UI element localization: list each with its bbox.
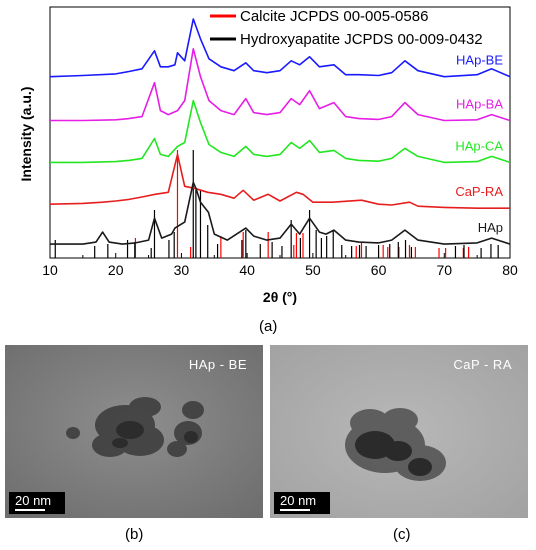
panel-caption-c: (c) [393,526,411,543]
xrd-series [49,18,511,245]
series-label-hap-be: HAp-BE [456,53,503,68]
panel-caption-c-letter: c [398,526,406,543]
x-axis-ticks [49,253,511,258]
x-tick-label: 30 [174,262,190,278]
tem-label-hap-be: HAp - BE [188,357,247,372]
x-tick-label: 80 [502,262,518,278]
series-line-hap-ba [50,47,511,122]
legend-label-calcite: Calcite JCPDS 00-005-0586 [240,8,428,25]
scale-bar-c [274,492,330,514]
x-tick-label: 10 [42,262,58,278]
scale-bar-line-c [280,509,310,511]
x-tick-label: 40 [239,262,255,278]
tem-label-cap-ra: CaP - RA [453,357,512,372]
legend-label-hydroxyapatite: Hydroxyapatite JCPDS 00-009-0432 [240,31,483,48]
x-tick-label: 20 [108,262,124,278]
scale-bar-b [9,492,65,514]
series-line-hap [50,181,511,245]
series-line-hap-ca [50,99,511,164]
panel-caption-a-letter: a [264,318,273,335]
panel-caption-a: (a) [259,318,278,335]
x-tick-label: 50 [305,262,321,278]
scale-bar-text-b: 20 nm [15,493,52,508]
series-label-cap-ra: CaP-RA [455,184,503,199]
panel-caption-b-letter: b [130,526,139,543]
x-axis-tick-labels: 10 20 30 40 50 60 70 80 [42,262,518,278]
scale-bar-line-b [15,509,45,511]
series-line-cap-ra [49,153,510,209]
x-axis-label: 2θ (°) [263,289,297,305]
tem-image-hap-be: HAp - BE 20 nm [5,345,263,518]
series-label-hap-ca: HAp-CA [455,138,503,153]
xrd-chart: 10 20 30 40 50 60 70 80 HAp-BE HAp-BA HAp-CA CaP-R… [18,6,518,305]
scale-bar-text-c: 20 nm [280,493,317,508]
series-label-hap: HAp [478,220,503,235]
series-labels: HAp-BE HAp-BA HAp-CA CaP-RA HAp [455,53,503,235]
tem-image-cap-ra-graphic [270,345,528,518]
reference-lines [54,150,499,258]
legend: Calcite JCPDS 00-005-0586 Hydroxyapatite… [210,8,483,48]
y-axis-label: Intensity (a.u.) [18,87,34,182]
series-label-hap-ba: HAp-BA [456,97,503,112]
x-tick-label: 60 [371,262,387,278]
series-line-hap-be [49,18,511,78]
x-tick-label: 70 [436,262,452,278]
tem-image-cap-ra: CaP - RA 20 nm [270,345,528,518]
panel-caption-b: (b) [125,526,144,543]
tem-image-hap-be-graphic [5,345,263,518]
